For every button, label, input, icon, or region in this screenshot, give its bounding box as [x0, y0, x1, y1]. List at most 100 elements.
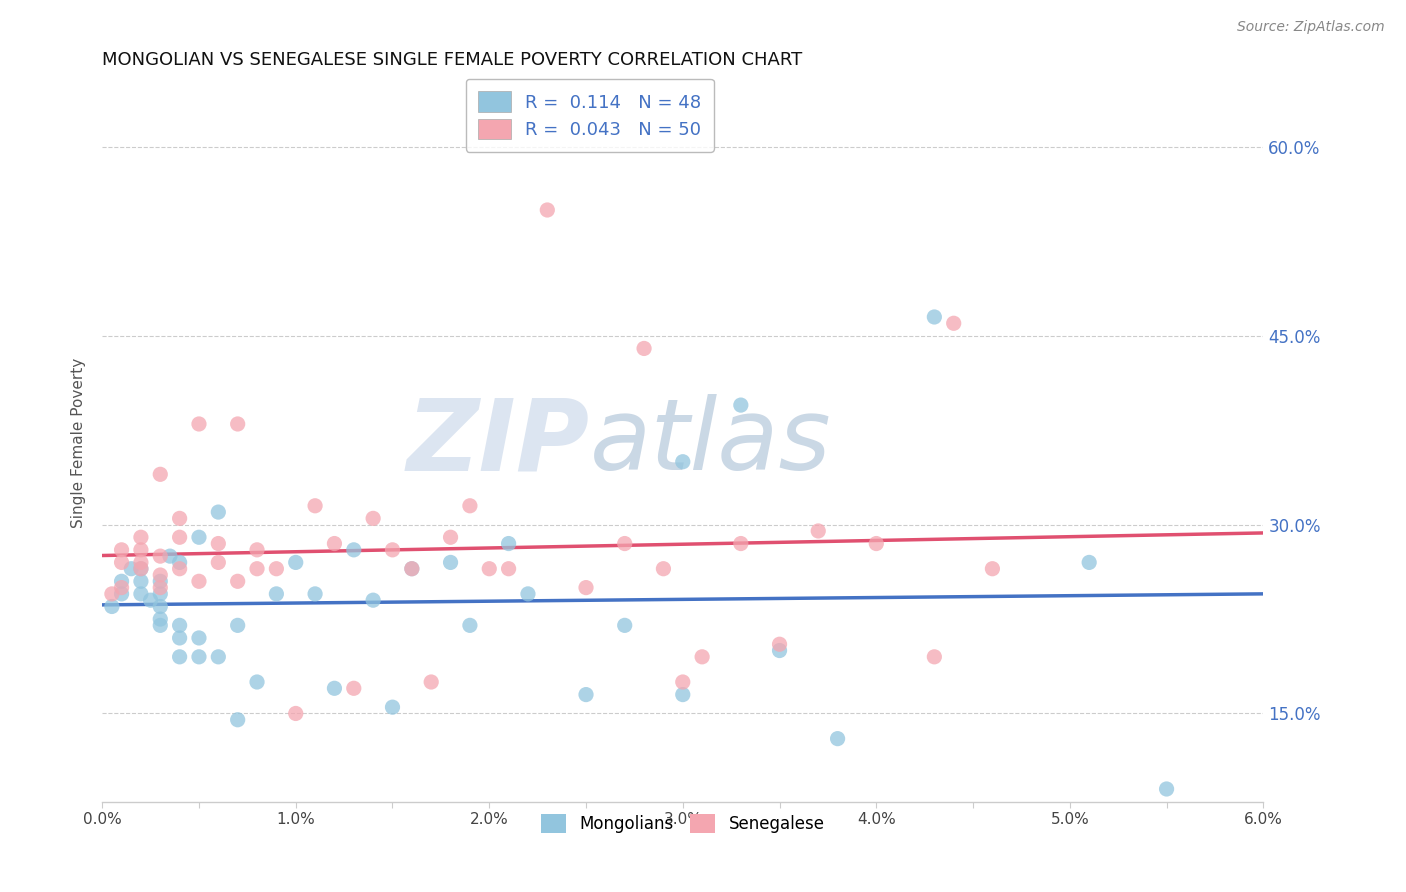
Point: [981, 562, 1004, 576]
Text: MONGOLIAN VS SENEGALESE SINGLE FEMALE POVERTY CORRELATION CHART: MONGOLIAN VS SENEGALESE SINGLE FEMALE PO…: [103, 51, 803, 69]
Point: [110, 556, 132, 570]
Point: [768, 643, 790, 657]
Point: [633, 342, 655, 356]
Point: [169, 562, 191, 576]
Point: [149, 549, 172, 563]
Point: [827, 731, 849, 746]
Point: [517, 587, 540, 601]
Point: [323, 536, 346, 550]
Point: [381, 700, 404, 714]
Point: [139, 593, 162, 607]
Legend: Mongolians, Senegalese: Mongolians, Senegalese: [531, 805, 835, 844]
Point: [343, 542, 366, 557]
Point: [149, 568, 172, 582]
Point: [266, 587, 288, 601]
Point: [807, 524, 830, 538]
Point: [188, 649, 211, 664]
Point: [129, 556, 152, 570]
Point: [420, 675, 443, 690]
Point: [207, 505, 229, 519]
Point: [188, 574, 211, 589]
Point: [226, 618, 249, 632]
Point: [246, 562, 269, 576]
Point: [169, 511, 191, 525]
Point: [159, 549, 181, 563]
Point: [129, 530, 152, 544]
Point: [439, 556, 461, 570]
Point: [246, 542, 269, 557]
Point: [672, 455, 695, 469]
Point: [924, 649, 946, 664]
Point: [129, 562, 152, 576]
Point: [149, 467, 172, 482]
Point: [120, 562, 142, 576]
Point: [730, 398, 752, 412]
Point: [149, 574, 172, 589]
Point: [110, 542, 132, 557]
Point: [361, 511, 384, 525]
Point: [323, 681, 346, 696]
Point: [613, 536, 636, 550]
Point: [226, 713, 249, 727]
Point: [188, 417, 211, 431]
Point: [188, 631, 211, 645]
Point: [169, 631, 191, 645]
Point: [149, 587, 172, 601]
Point: [575, 581, 598, 595]
Point: [865, 536, 887, 550]
Point: [226, 574, 249, 589]
Point: [1156, 782, 1178, 797]
Point: [401, 562, 423, 576]
Point: [652, 562, 675, 576]
Point: [129, 587, 152, 601]
Point: [188, 530, 211, 544]
Point: [478, 562, 501, 576]
Point: [149, 581, 172, 595]
Point: [1078, 556, 1101, 570]
Point: [613, 618, 636, 632]
Point: [266, 562, 288, 576]
Point: [730, 536, 752, 550]
Point: [536, 202, 558, 217]
Point: [226, 417, 249, 431]
Text: ZIP: ZIP: [406, 394, 591, 491]
Point: [149, 618, 172, 632]
Point: [129, 542, 152, 557]
Point: [343, 681, 366, 696]
Point: [169, 618, 191, 632]
Point: [207, 556, 229, 570]
Point: [361, 593, 384, 607]
Point: [498, 562, 520, 576]
Point: [690, 649, 713, 664]
Point: [381, 542, 404, 557]
Point: [942, 316, 965, 330]
Point: [149, 612, 172, 626]
Text: atlas: atlas: [591, 394, 831, 491]
Point: [304, 499, 326, 513]
Point: [110, 587, 132, 601]
Point: [284, 706, 307, 721]
Point: [169, 530, 191, 544]
Point: [498, 536, 520, 550]
Point: [439, 530, 461, 544]
Point: [149, 599, 172, 614]
Point: [101, 587, 124, 601]
Point: [110, 574, 132, 589]
Point: [575, 688, 598, 702]
Point: [924, 310, 946, 324]
Point: [246, 675, 269, 690]
Point: [129, 574, 152, 589]
Point: [672, 675, 695, 690]
Point: [284, 556, 307, 570]
Point: [207, 536, 229, 550]
Point: [401, 562, 423, 576]
Point: [672, 688, 695, 702]
Text: Source: ZipAtlas.com: Source: ZipAtlas.com: [1237, 20, 1385, 34]
Point: [101, 599, 124, 614]
Point: [129, 562, 152, 576]
Point: [458, 499, 481, 513]
Y-axis label: Single Female Poverty: Single Female Poverty: [72, 358, 86, 528]
Point: [768, 637, 790, 651]
Point: [169, 556, 191, 570]
Point: [110, 581, 132, 595]
